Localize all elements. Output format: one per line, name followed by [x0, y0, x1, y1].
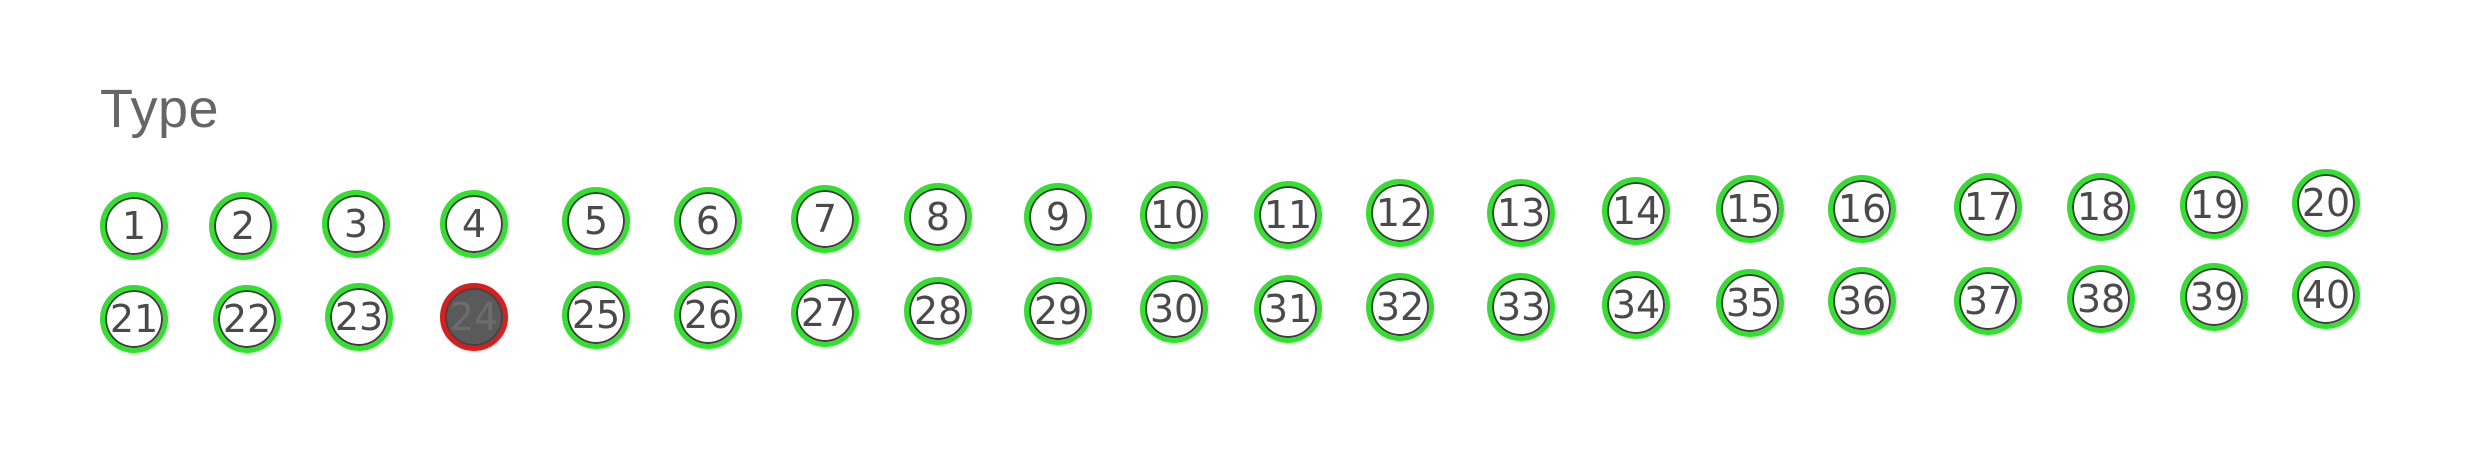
- number-button-12[interactable]: 12: [1366, 179, 1434, 247]
- number-button-28[interactable]: 28: [904, 277, 972, 345]
- number-button-15[interactable]: 15: [1716, 175, 1784, 243]
- number-button-9[interactable]: 9: [1024, 183, 1092, 251]
- number-button-16[interactable]: 16: [1828, 175, 1896, 243]
- number-button-1[interactable]: 1: [100, 192, 168, 260]
- number-button-23[interactable]: 23: [325, 283, 393, 351]
- number-button-17[interactable]: 17: [1954, 173, 2022, 241]
- number-button-3[interactable]: 3: [322, 190, 390, 258]
- number-button-32[interactable]: 32: [1366, 273, 1434, 341]
- number-button-8[interactable]: 8: [904, 183, 972, 251]
- number-button-27[interactable]: 27: [791, 279, 859, 347]
- number-button-25[interactable]: 25: [562, 281, 630, 349]
- number-button-35[interactable]: 35: [1716, 269, 1784, 337]
- number-button-30[interactable]: 30: [1140, 275, 1208, 343]
- number-button-24[interactable]: 24: [440, 283, 508, 351]
- number-button-18[interactable]: 18: [2067, 173, 2135, 241]
- number-button-2[interactable]: 2: [209, 192, 277, 260]
- number-button-38[interactable]: 38: [2067, 265, 2135, 333]
- number-button-39[interactable]: 39: [2180, 263, 2248, 331]
- number-button-7[interactable]: 7: [791, 185, 859, 253]
- section-heading: Type: [100, 79, 220, 139]
- number-button-5[interactable]: 5: [562, 187, 630, 255]
- number-button-21[interactable]: 21: [100, 285, 168, 353]
- number-button-11[interactable]: 11: [1254, 181, 1322, 249]
- number-button-13[interactable]: 13: [1487, 179, 1555, 247]
- number-button-20[interactable]: 20: [2292, 169, 2360, 237]
- number-button-19[interactable]: 19: [2180, 171, 2248, 239]
- number-button-10[interactable]: 10: [1140, 181, 1208, 249]
- number-button-37[interactable]: 37: [1954, 267, 2022, 335]
- number-button-4[interactable]: 4: [440, 190, 508, 258]
- number-button-34[interactable]: 34: [1602, 271, 1670, 339]
- number-button-14[interactable]: 14: [1602, 177, 1670, 245]
- number-button-40[interactable]: 40: [2292, 261, 2360, 329]
- number-button-6[interactable]: 6: [674, 187, 742, 255]
- number-button-31[interactable]: 31: [1254, 275, 1322, 343]
- number-button-33[interactable]: 33: [1487, 273, 1555, 341]
- number-button-26[interactable]: 26: [674, 281, 742, 349]
- number-button-36[interactable]: 36: [1828, 267, 1896, 335]
- number-button-29[interactable]: 29: [1024, 277, 1092, 345]
- number-button-22[interactable]: 22: [213, 285, 281, 353]
